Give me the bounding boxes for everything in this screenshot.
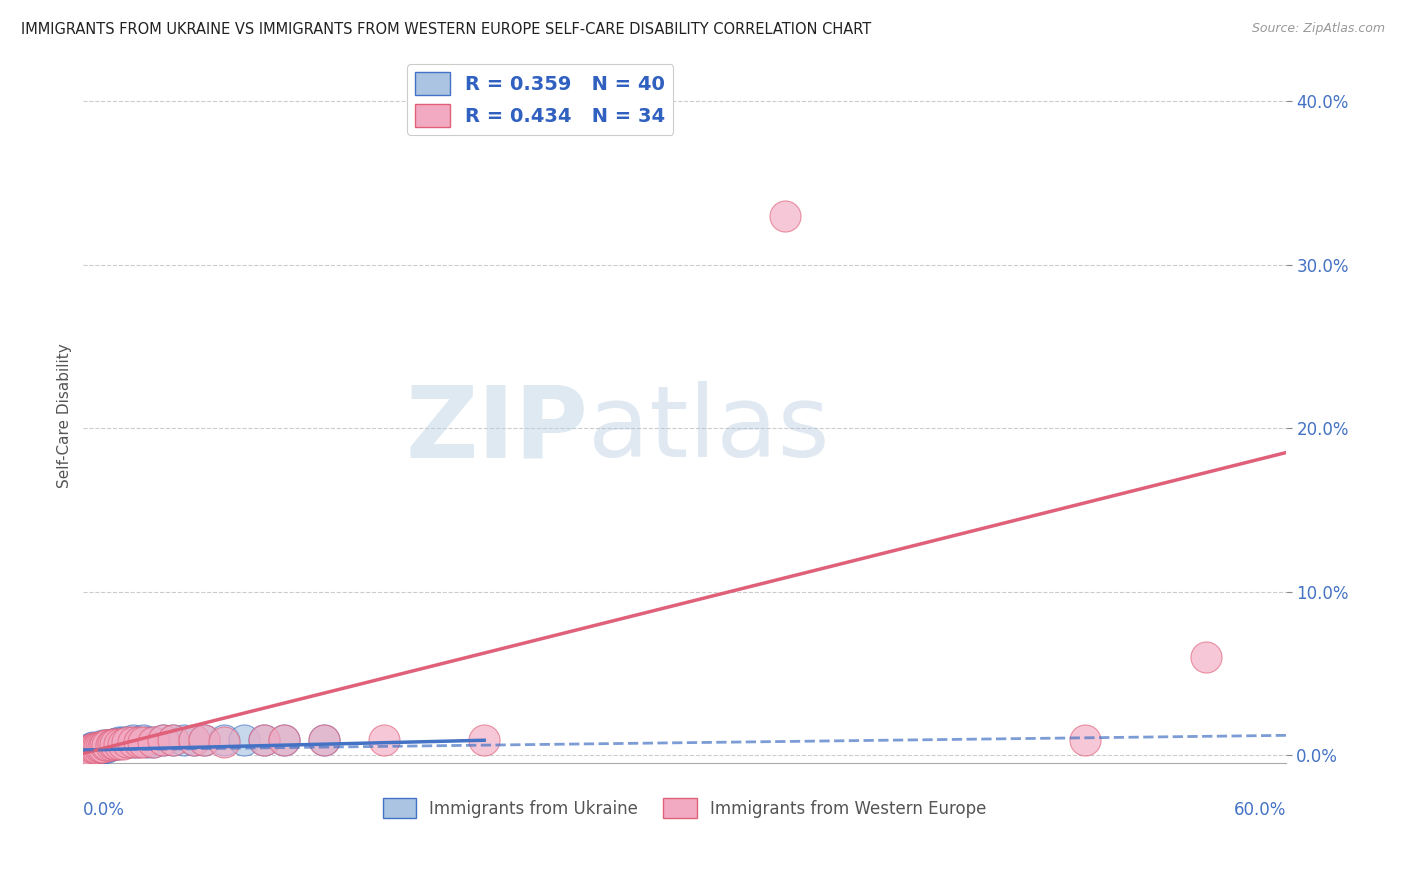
Text: atlas: atlas [588,381,830,478]
Point [103,737,125,751]
Point [127,735,149,749]
Point [89,739,111,754]
Point [253,733,276,747]
Point [122,735,145,749]
Point [79,743,101,757]
Point [90,741,112,756]
Point [100,738,122,752]
Point [96,738,118,752]
Point [1195,649,1218,664]
Point [173,733,195,747]
Point [90,739,112,754]
Point [212,735,235,749]
Point [162,733,184,747]
Point [142,735,165,749]
Point [98,738,121,752]
Point [132,733,155,747]
Point [76,745,98,759]
Point [80,741,103,756]
Point [104,737,127,751]
Point [108,737,131,751]
Point [96,739,118,754]
Point [103,737,125,751]
Point [82,739,104,754]
Point [132,735,155,749]
Point [112,737,135,751]
Point [773,209,796,223]
Point [80,743,103,757]
Text: ZIP: ZIP [405,381,588,478]
Legend: Immigrants from Ukraine, Immigrants from Western Europe: Immigrants from Ukraine, Immigrants from… [377,792,993,824]
Point [253,733,276,747]
Point [373,733,395,747]
Point [89,739,111,754]
Point [193,733,215,747]
Point [82,743,104,757]
Point [142,735,165,749]
Point [273,733,295,747]
Point [117,735,139,749]
Point [89,743,111,757]
Point [84,741,107,756]
Point [120,735,142,749]
Point [94,739,117,754]
Point [183,733,205,747]
Point [91,738,114,752]
Point [162,733,184,747]
Point [94,738,117,752]
Point [152,733,174,747]
Point [1074,733,1097,747]
Point [86,741,108,756]
Point [112,735,135,749]
Point [472,733,495,747]
Point [100,738,122,752]
Text: 60.0%: 60.0% [1233,801,1286,820]
Point [91,739,114,754]
Point [193,733,215,747]
Point [312,733,335,747]
Point [273,733,295,747]
Text: IMMIGRANTS FROM UKRAINE VS IMMIGRANTS FROM WESTERN EUROPE SELF-CARE DISABILITY C: IMMIGRANTS FROM UKRAINE VS IMMIGRANTS FR… [21,22,872,37]
Point [82,741,104,756]
Point [108,735,131,749]
Point [183,733,205,747]
Point [105,737,128,751]
Point [103,737,125,751]
Point [117,735,139,749]
Point [86,741,108,756]
Text: Source: ZipAtlas.com: Source: ZipAtlas.com [1251,22,1385,36]
Point [79,743,101,757]
Point [152,733,174,747]
Point [128,735,150,749]
Point [232,733,254,747]
Point [96,738,118,752]
Point [136,735,159,749]
Point [212,733,235,747]
Text: 0.0%: 0.0% [83,801,125,820]
Point [104,737,127,751]
Point [76,745,98,759]
Y-axis label: Self-Care Disability: Self-Care Disability [58,343,72,488]
Point [122,733,145,747]
Point [91,739,114,754]
Point [312,733,335,747]
Point [84,741,107,756]
